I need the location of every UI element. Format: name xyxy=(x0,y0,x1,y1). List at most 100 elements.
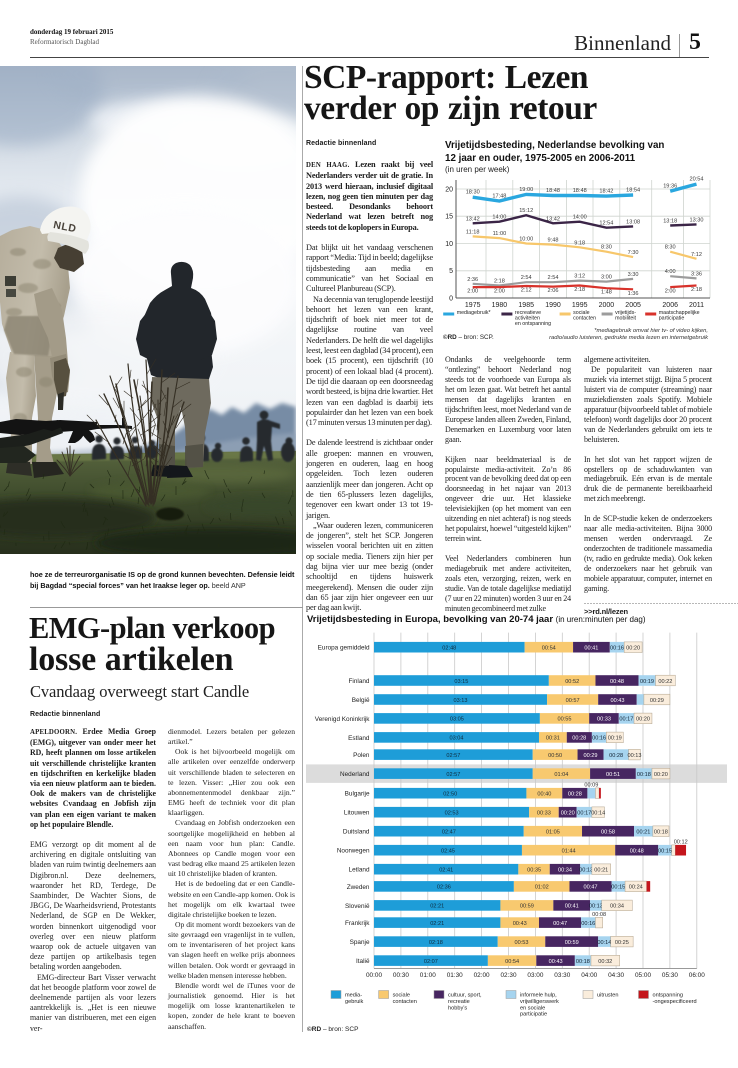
svg-text:02:00: 02:00 xyxy=(474,972,490,979)
svg-text:00:48: 00:48 xyxy=(610,679,624,685)
svg-text:2:18: 2:18 xyxy=(494,279,505,285)
svg-text:04:00: 04:00 xyxy=(581,972,597,979)
svg-text:uitrusten: uitrusten xyxy=(597,993,618,999)
svg-text:01:02: 01:02 xyxy=(535,885,549,891)
svg-text:00:21: 00:21 xyxy=(636,830,650,836)
svg-text:Verenigd Koninkrijk: Verenigd Koninkrijk xyxy=(315,716,371,723)
svg-text:2:54: 2:54 xyxy=(521,275,532,281)
svg-text:01:05: 01:05 xyxy=(546,830,560,836)
svg-text:2:18: 2:18 xyxy=(574,287,585,293)
svg-text:7:30: 7:30 xyxy=(628,250,639,256)
svg-text:00:21: 00:21 xyxy=(594,868,608,874)
svg-text:media-: media- xyxy=(345,993,362,999)
svg-text:00:22: 00:22 xyxy=(658,679,672,685)
svg-text:1975: 1975 xyxy=(465,302,481,309)
svg-text:Duitsland: Duitsland xyxy=(343,829,370,836)
svg-text:00:16: 00:16 xyxy=(581,921,595,927)
svg-text:2:00: 2:00 xyxy=(467,289,478,295)
svg-text:02:30: 02:30 xyxy=(501,972,517,979)
svg-text:02:21: 02:21 xyxy=(430,921,444,927)
svg-text:00:20: 00:20 xyxy=(626,646,640,652)
svg-text:Italië: Italië xyxy=(356,958,370,965)
svg-text:04:30: 04:30 xyxy=(608,972,624,979)
svg-text:00:34: 00:34 xyxy=(610,904,624,910)
svg-text:00:53: 00:53 xyxy=(515,940,529,946)
svg-text:Zweden: Zweden xyxy=(347,884,370,891)
svg-text:2:12: 2:12 xyxy=(521,288,532,294)
svg-text:00:15: 00:15 xyxy=(611,885,625,891)
svg-text:Europa gemiddeld: Europa gemiddeld xyxy=(318,645,370,652)
svg-text:14:00: 14:00 xyxy=(573,215,587,221)
svg-text:00:29: 00:29 xyxy=(650,698,664,704)
svg-text:2:00: 2:00 xyxy=(494,289,505,295)
svg-text:3:30: 3:30 xyxy=(628,272,639,278)
svg-text:1990: 1990 xyxy=(545,302,561,309)
svg-text:01:44: 01:44 xyxy=(562,849,576,855)
svg-text:02:36: 02:36 xyxy=(437,885,451,891)
svg-text:14:00: 14:00 xyxy=(492,215,506,221)
svg-text:00:28: 00:28 xyxy=(568,792,582,798)
svg-text:01:04: 01:04 xyxy=(554,772,568,778)
svg-text:00:57: 00:57 xyxy=(566,698,580,704)
svg-text:gebruik: gebruik xyxy=(345,999,364,1005)
svg-text:05:00: 05:00 xyxy=(635,972,651,979)
svg-text:10:00: 10:00 xyxy=(519,237,533,243)
svg-text:sociale: sociale xyxy=(573,310,590,316)
svg-text:00:58: 00:58 xyxy=(601,830,615,836)
svg-text:Noorwegen: Noorwegen xyxy=(337,848,370,855)
svg-text:18:42: 18:42 xyxy=(599,189,613,195)
svg-text:1:36: 1:36 xyxy=(628,291,639,297)
svg-text:19:36: 19:36 xyxy=(663,184,677,190)
svg-text:participatie: participatie xyxy=(520,1012,547,1018)
svg-text:4:00: 4:00 xyxy=(665,269,676,275)
svg-text:15:12: 15:12 xyxy=(519,208,533,214)
svg-text:Estland: Estland xyxy=(348,735,370,742)
svg-text:activiteiten: activiteiten xyxy=(515,316,540,322)
svg-text:00:17: 00:17 xyxy=(577,811,591,817)
svg-text:Litouwen: Litouwen xyxy=(344,810,370,817)
svg-text:8:30: 8:30 xyxy=(601,245,612,251)
svg-text:cultuur, sport,: cultuur, sport, xyxy=(448,993,482,999)
svg-text:Frankrijk: Frankrijk xyxy=(345,920,370,927)
svg-text:1985: 1985 xyxy=(518,302,534,309)
svg-text:2:00: 2:00 xyxy=(665,289,676,295)
svg-text:00:12: 00:12 xyxy=(674,839,688,845)
svg-text:02:45: 02:45 xyxy=(441,849,455,855)
svg-text:02:18: 02:18 xyxy=(429,940,443,946)
svg-text:en sociale: en sociale xyxy=(520,1005,545,1011)
svg-text:00:20: 00:20 xyxy=(561,811,575,817)
svg-text:02:47: 02:47 xyxy=(442,830,456,836)
svg-text:00:09: 00:09 xyxy=(584,782,598,788)
svg-text:3:00: 3:00 xyxy=(601,275,612,281)
svg-text:00:55: 00:55 xyxy=(558,717,572,723)
svg-text:03:15: 03:15 xyxy=(454,679,468,685)
svg-text:en ontspanning: en ontspanning xyxy=(515,321,551,327)
svg-text:03:05: 03:05 xyxy=(450,717,464,723)
svg-text:02:50: 02:50 xyxy=(443,792,457,798)
svg-text:00:00: 00:00 xyxy=(366,972,382,979)
svg-text:00:40: 00:40 xyxy=(537,792,551,798)
svg-text:02:53: 02:53 xyxy=(445,811,459,817)
svg-text:participatie: participatie xyxy=(659,316,685,322)
svg-text:2006: 2006 xyxy=(662,302,678,309)
svg-text:06:00: 06:00 xyxy=(689,972,705,979)
svg-text:13:18: 13:18 xyxy=(663,219,677,225)
svg-text:03:00: 03:00 xyxy=(527,972,543,979)
svg-text:recreatie: recreatie xyxy=(448,999,470,1005)
svg-text:02:48: 02:48 xyxy=(442,646,456,652)
svg-text:maatschappelijke: maatschappelijke xyxy=(659,310,700,316)
svg-text:Slovenië: Slovenië xyxy=(345,903,370,910)
svg-text:00:16: 00:16 xyxy=(592,736,606,742)
svg-text:18:48: 18:48 xyxy=(546,188,560,194)
svg-text:9:48: 9:48 xyxy=(548,238,559,244)
svg-text:1995: 1995 xyxy=(572,302,588,309)
svg-text:00:18: 00:18 xyxy=(654,830,668,836)
svg-text:00:18: 00:18 xyxy=(637,772,651,778)
svg-text:00:20: 00:20 xyxy=(636,717,650,723)
svg-text:13:30: 13:30 xyxy=(690,217,704,223)
svg-text:00:51: 00:51 xyxy=(606,772,620,778)
svg-text:03:04: 03:04 xyxy=(450,736,464,742)
svg-text:-ongespecificeerd: -ongespecificeerd xyxy=(653,999,697,1005)
svg-text:NLD: NLD xyxy=(52,219,77,235)
svg-text:contacten: contacten xyxy=(573,316,596,322)
